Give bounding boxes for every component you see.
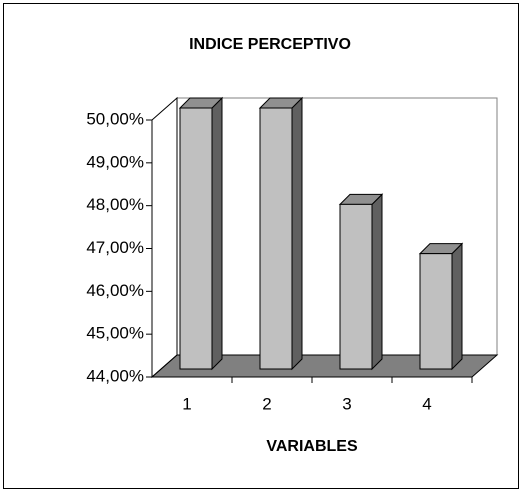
bar xyxy=(179,107,213,370)
bar-side xyxy=(291,96,303,371)
bar xyxy=(339,203,373,370)
bar-side xyxy=(211,96,223,371)
x-tick-label: 3 xyxy=(342,394,351,413)
y-tick-label: 46,00% xyxy=(86,281,144,300)
x-axis-label: VARIABLES xyxy=(266,438,358,455)
bar xyxy=(259,107,293,370)
y-tick-label: 45,00% xyxy=(86,324,144,343)
y-tick-label: 44,00% xyxy=(86,366,144,385)
x-tick-label: 4 xyxy=(422,394,431,413)
y-tick-label: 50,00% xyxy=(86,109,144,128)
y-tick-label: 47,00% xyxy=(86,238,144,257)
x-tick-label: 2 xyxy=(262,394,271,413)
chart-title: INDICE PERCEPTIVO xyxy=(189,36,351,53)
bar xyxy=(419,253,453,370)
y-tick-label: 48,00% xyxy=(86,195,144,214)
bar-side xyxy=(371,193,383,371)
bar-side xyxy=(451,242,463,371)
x-tick-label: 1 xyxy=(182,394,191,413)
y-tick-label: 49,00% xyxy=(86,152,144,171)
